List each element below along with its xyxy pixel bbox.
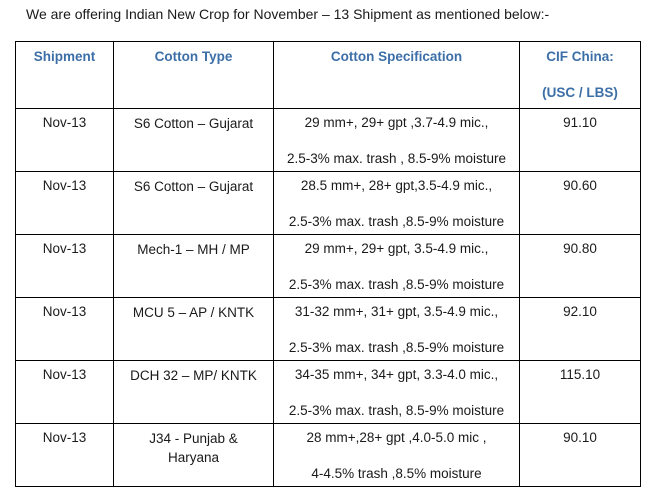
table-row: Nov-13 Mech-1 – MH / MP 29 mm+, 29+ gpt, 3… [15,234,641,298]
cell-cotton-type: J34 - Punjab & Haryana [113,423,274,487]
cell-price: 91.10 [519,108,641,172]
header-cif-china: CIF China: (USC / LBS) [519,41,641,109]
header-cotton-spec: Cotton Specification [273,41,520,109]
cell-price: 90.10 [519,423,641,487]
cell-shipment: Nov-13 [15,234,114,298]
header-shipment: Shipment [15,41,114,109]
cell-cotton-type: Mech-1 – MH / MP [113,234,274,298]
cell-cotton-spec: 28.5 mm+, 28+ gpt,3.5-4.9 mic., 2.5-3% ma… [273,171,520,235]
cell-shipment: Nov-13 [15,297,114,361]
cell-shipment: Nov-13 [15,108,114,172]
cell-shipment: Nov-13 [15,423,114,487]
cell-price: 115.10 [519,360,641,424]
cell-cotton-type: S6 Cotton – Gujarat [113,171,274,235]
cell-price: 90.80 [519,234,641,298]
table-row: Nov-13 DCH 32 – MP/ KNTK 34-35 mm+, 34+ gp… [15,360,641,424]
cotton-offer-table: Shipment Cotton Type Cotton Specificatio… [15,41,641,487]
cell-cotton-spec: 29 mm+, 29+ gpt, 3.5-4.9 mic., 2.5-3% max… [273,234,520,298]
cell-cotton-spec: 34-35 mm+, 34+ gpt, 3.3-4.0 mic., 2.5-3% … [273,360,520,424]
table-header-row: Shipment Cotton Type Cotton Specificatio… [15,41,641,109]
cell-cotton-type: DCH 32 – MP/ KNTK [113,360,274,424]
cell-shipment: Nov-13 [15,171,114,235]
cell-cotton-type: S6 Cotton – Gujarat [113,108,274,172]
table-row: Nov-13 S6 Cotton – Gujarat 29 mm+, 29+ gpt… [15,108,641,172]
cell-cotton-spec: 28 mm+,28+ gpt ,4.0-5.0 mic , 4-4.5% tras… [273,423,520,487]
cell-cotton-type: MCU 5 – AP / KNTK [113,297,274,361]
cell-price: 92.10 [519,297,641,361]
cell-cotton-spec: 31-32 mm+, 31+ gpt, 3.5-4.9 mic., 2.5-3% … [273,297,520,361]
header-cotton-type: Cotton Type [113,41,274,109]
cell-shipment: Nov-13 [15,360,114,424]
cell-cotton-spec: 29 mm+, 29+ gpt ,3.7-4.9 mic., 2.5-3% max… [273,108,520,172]
intro-text: We are offering Indian New Crop for Nove… [26,6,550,22]
table-row: Nov-13 J34 - Punjab & Haryana 28 mm+,28+ g… [15,423,641,487]
table-row: Nov-13 MCU 5 – AP / KNTK 31-32 mm+, 31+ gp… [15,297,641,361]
table-row: Nov-13 S6 Cotton – Gujarat 28.5 mm+, 28+ g… [15,171,641,235]
cell-price: 90.60 [519,171,641,235]
